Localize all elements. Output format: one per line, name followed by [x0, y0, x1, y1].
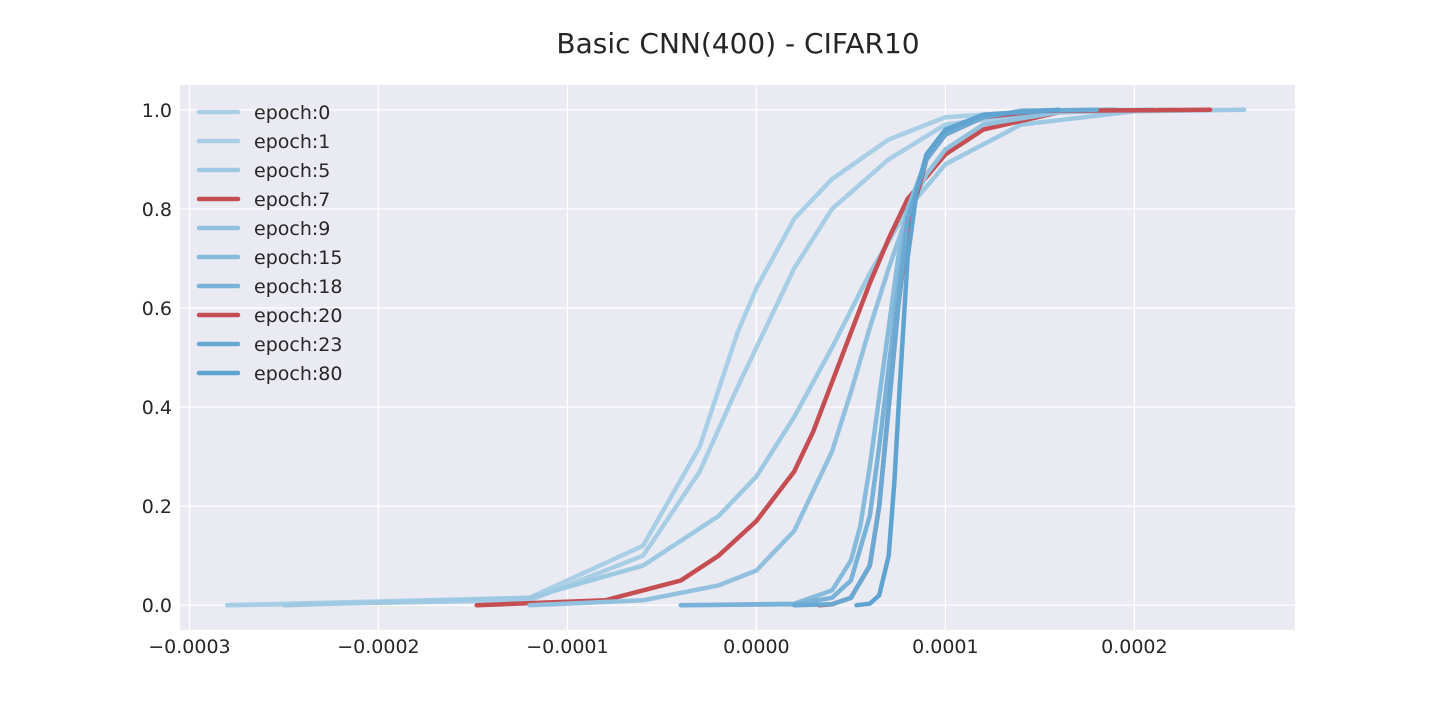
series-line-epoch-9 — [527, 107, 1175, 608]
legend-label: epoch:23 — [254, 334, 342, 356]
y-tick-label: 0.0 — [142, 595, 172, 617]
legend-label: epoch:7 — [254, 189, 330, 211]
x-tick-label: 0.0001 — [912, 636, 978, 658]
y-tick-label: 0.2 — [142, 496, 172, 518]
series-layer — [224, 107, 1247, 608]
series-line-epoch-5 — [281, 107, 1247, 608]
legend: epoch:0 epoch:1 epoch:5 epoch:7 epoch:9 epoch… — [196, 102, 342, 385]
legend-label: epoch:9 — [254, 218, 330, 240]
y-tick-label: 0.6 — [142, 298, 172, 320]
x-tick-label: −0.0002 — [337, 636, 419, 658]
x-axis: −0.0003 −0.0002 −0.0001 0.0000 0.0001 0.0002 — [148, 636, 1167, 658]
y-tick-label: 0.4 — [142, 397, 172, 419]
x-tick-label: −0.0003 — [148, 636, 230, 658]
legend-label: epoch:15 — [254, 247, 342, 269]
series-line-epoch-7 — [474, 107, 1118, 608]
legend-label: epoch:1 — [254, 131, 330, 153]
grid — [180, 85, 1295, 630]
plot-area — [180, 85, 1295, 630]
x-tick-label: −0.0001 — [526, 636, 608, 658]
legend-label: epoch:5 — [254, 160, 330, 182]
x-tick-label: 0.0000 — [723, 636, 789, 658]
legend-label: epoch:18 — [254, 276, 342, 298]
series-line-epoch-0 — [224, 107, 1118, 608]
legend-label: epoch:0 — [254, 102, 330, 124]
legend-label: epoch:20 — [254, 305, 342, 327]
chart-title: Basic CNN(400) - CIFAR10 — [556, 27, 919, 60]
series-line-epoch-80 — [854, 107, 1062, 608]
series-line-epoch-1 — [224, 107, 1118, 608]
series-line-epoch-23 — [791, 107, 1099, 608]
y-tick-label: 0.8 — [142, 199, 172, 221]
x-tick-label: 0.0002 — [1101, 636, 1167, 658]
y-tick-label: 1.0 — [142, 100, 172, 122]
legend-label: epoch:80 — [254, 363, 342, 385]
y-axis: 0.0 0.2 0.4 0.6 0.8 1.0 — [142, 100, 172, 617]
